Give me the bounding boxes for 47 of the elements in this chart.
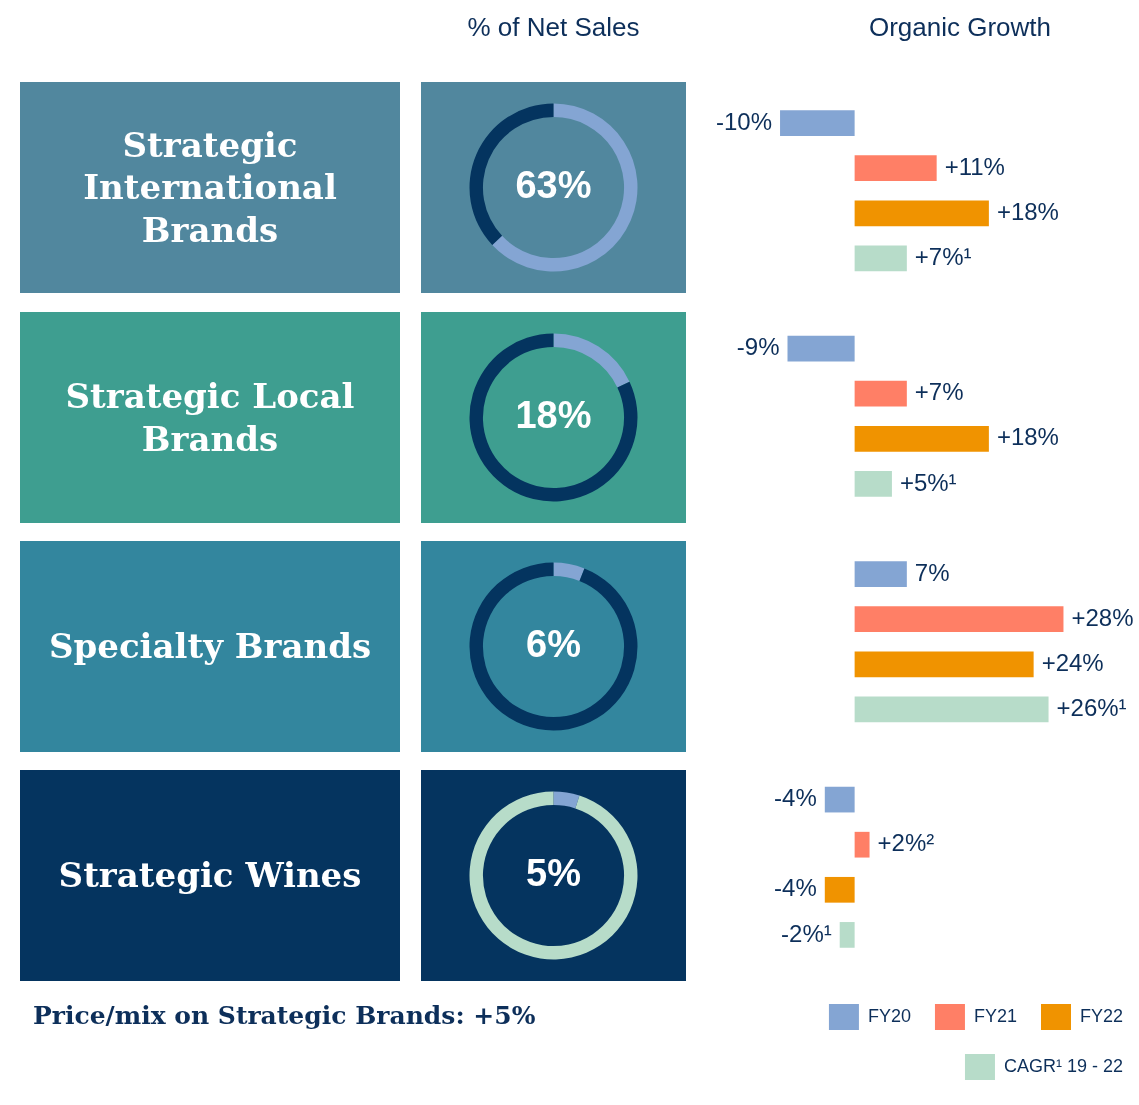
bar (839, 922, 855, 948)
y-tick-label: Strategic Local Brands (20, 312, 400, 523)
data-label: +24% (1041, 648, 1104, 676)
bar (824, 876, 855, 903)
legend-label: FY22 (1079, 1005, 1124, 1026)
legend-label: CAGR¹ 19 - 22 (1003, 1055, 1124, 1076)
bar (854, 651, 1034, 678)
y-tick-label: Strategic International Brands (20, 82, 400, 293)
data-label: -2%¹ (781, 919, 832, 947)
bar (787, 335, 855, 362)
y-tick-label: Strategic Wines (20, 770, 400, 981)
bar (854, 200, 989, 227)
data-label: +11% (944, 152, 1005, 180)
data-label: +18% (996, 423, 1059, 451)
bar (854, 245, 907, 272)
bar (854, 831, 870, 858)
bar (854, 425, 989, 452)
data-label: +28% (1071, 603, 1134, 631)
data-label: +2%² (877, 829, 935, 857)
data-label: -4% (774, 874, 817, 902)
chart-title: % of Net Sales (466, 12, 641, 43)
bar (854, 471, 892, 497)
bar (854, 696, 1049, 723)
bar (780, 110, 855, 136)
data-label: -9% (736, 333, 780, 361)
data-label: 5% (526, 851, 581, 894)
data-label: -10% (716, 107, 773, 135)
data-label: +18% (996, 197, 1059, 225)
data-label: 63% (515, 163, 592, 206)
bar (854, 155, 937, 182)
legend-label: FY20 (867, 1005, 911, 1026)
data-label: +5%¹ (899, 468, 957, 496)
legend-label: FY21 (973, 1005, 1017, 1026)
bar (824, 786, 855, 813)
data-label: +7%¹ (914, 243, 972, 271)
data-label: -4% (774, 784, 817, 812)
chart-title: Organic Growth (867, 12, 1053, 43)
text: Price/mix on Strategic Brands: +5% (33, 1001, 536, 1030)
data-label: +26%¹ (1056, 694, 1127, 722)
data-label: +7% (914, 378, 964, 406)
y-tick-label: Specialty Brands (20, 541, 400, 752)
data-label: 7% (914, 558, 950, 586)
data-label: 6% (526, 622, 581, 665)
bar (854, 561, 907, 587)
bar (854, 380, 907, 407)
bar (854, 606, 1064, 633)
data-label: 18% (515, 393, 592, 436)
